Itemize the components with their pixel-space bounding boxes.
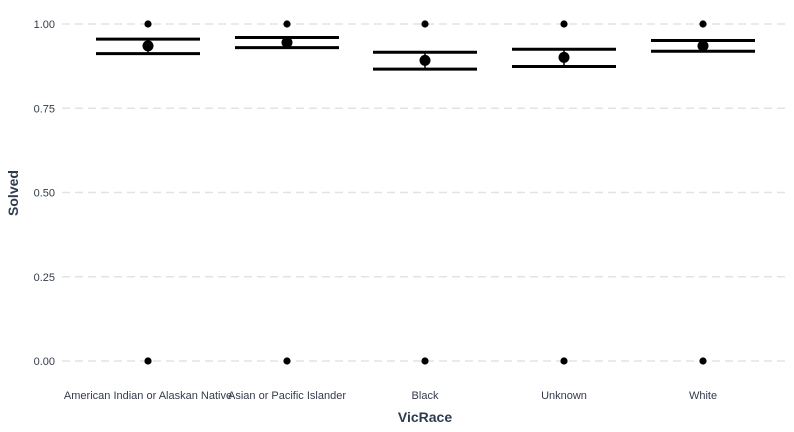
x-tick-label: Black: [412, 390, 439, 402]
y-tick-label: 0.75: [34, 103, 55, 115]
observation-point: [699, 20, 707, 28]
y-tick-label: 0.25: [34, 272, 55, 284]
observation-point: [560, 20, 568, 28]
observation-point: [421, 20, 429, 28]
y-tick-label: 1.00: [34, 19, 55, 31]
observation-point: [144, 20, 152, 28]
x-axis-title: VicRace: [398, 409, 452, 425]
y-axis-title: Solved: [5, 170, 21, 216]
observation-point: [699, 357, 707, 365]
observation-point: [283, 357, 291, 365]
observation-point: [560, 357, 568, 365]
mean-point: [697, 40, 709, 52]
observation-point: [283, 20, 291, 28]
mean-point: [558, 51, 570, 63]
mean-point: [419, 54, 431, 66]
data-marks: [96, 20, 755, 365]
y-tick-label: 0.50: [34, 188, 55, 200]
observation-point: [144, 357, 152, 365]
x-tick-label: American Indian or Alaskan Native: [64, 390, 232, 402]
x-tick-label: Asian or Pacific Islander: [228, 390, 346, 402]
x-tick-label: White: [689, 390, 717, 402]
observation-point: [421, 357, 429, 365]
gridlines: [62, 23, 788, 362]
mean-point: [281, 37, 293, 49]
y-tick-label: 0.00: [34, 356, 55, 368]
x-tick-label: Unknown: [541, 390, 587, 402]
mean-point: [142, 40, 154, 52]
y-axis-ticks: 0.00 0.25 0.50 0.75 1.00: [34, 19, 55, 368]
